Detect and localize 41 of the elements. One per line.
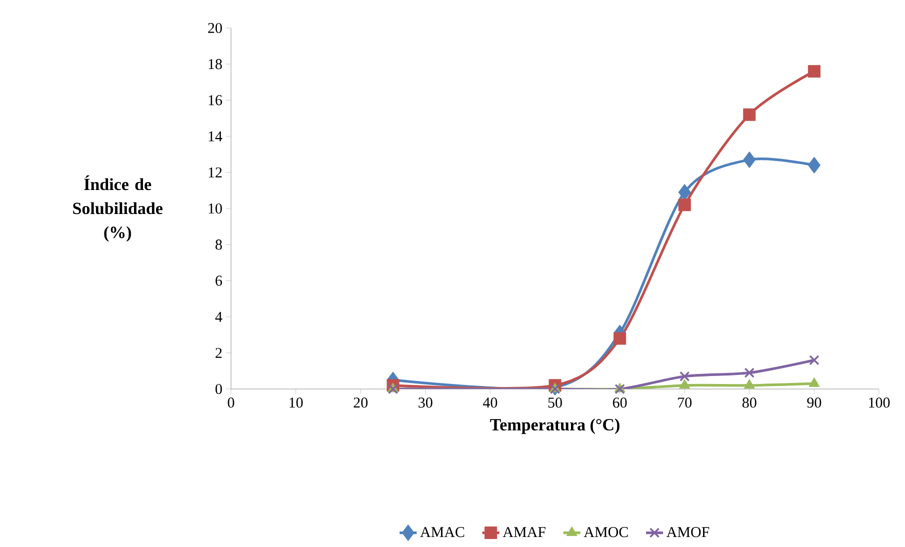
x-tick-label: 100 xyxy=(869,398,890,408)
point xyxy=(808,377,820,387)
point xyxy=(678,198,691,212)
y-tick-label: 8 xyxy=(216,240,222,250)
x-tick-label: 50 xyxy=(548,398,562,408)
point xyxy=(743,152,756,168)
x-tick-label: 80 xyxy=(742,398,756,408)
y-tick-label: 6 xyxy=(216,276,222,286)
point xyxy=(744,368,755,378)
y-tick-label: 12 xyxy=(208,167,222,178)
legend-label: AMAC xyxy=(420,527,464,538)
x-tick-label: 30 xyxy=(418,398,432,408)
x-tick-label: 70 xyxy=(678,398,692,408)
point xyxy=(744,379,755,389)
point xyxy=(743,108,756,121)
legend-label: AMAF xyxy=(502,527,546,537)
y-tick-label: 14 xyxy=(208,131,222,142)
y-tick-label: 10 xyxy=(208,203,222,214)
legend-label: AMOF xyxy=(666,527,710,538)
point xyxy=(808,156,820,174)
x-tick-label: 20 xyxy=(354,398,368,408)
x-tick-label: 90 xyxy=(807,398,822,408)
x-tick-label: 60 xyxy=(612,398,627,408)
y-axis-title: Índice de Solubilidade (%) xyxy=(73,175,163,242)
point xyxy=(808,65,820,78)
point xyxy=(678,184,691,201)
x-tick-label: 40 xyxy=(483,398,498,408)
y-tick-label: 16 xyxy=(208,95,222,106)
y-tick-label: 18 xyxy=(208,59,222,70)
y-tick-label: 0 xyxy=(216,384,222,394)
x-tick-label: 10 xyxy=(290,398,303,408)
point xyxy=(614,332,626,345)
point xyxy=(809,354,820,366)
y-tick-label: 2 xyxy=(216,348,222,358)
y-tick-label: 20 xyxy=(208,22,222,34)
legend-label: AMOC xyxy=(584,527,628,538)
x-axis-title: Temperatura (°C) xyxy=(490,418,620,434)
x-tick-label: 0 xyxy=(228,398,234,408)
point xyxy=(679,371,690,382)
point xyxy=(679,379,690,389)
y-tick-label: 4 xyxy=(215,312,222,322)
